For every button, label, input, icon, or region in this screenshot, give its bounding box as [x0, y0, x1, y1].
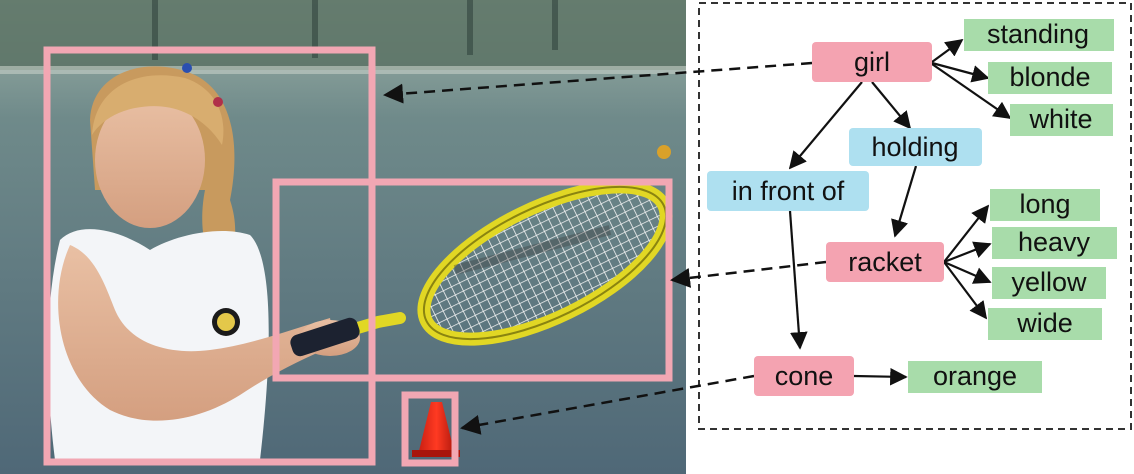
grounding-arrow-racket [670, 260, 827, 288]
node-orange: orange [908, 361, 1042, 393]
edge-racket-wide [943, 261, 988, 320]
court-line [0, 66, 686, 74]
edge-holding-racket [891, 165, 918, 238]
node-standing-label: standing [987, 19, 1089, 49]
node-in-front-of-label: in front of [732, 176, 845, 206]
node-yellow-label: yellow [1011, 267, 1087, 297]
node-girl-label: girl [854, 47, 890, 77]
graph-edges [788, 38, 1012, 386]
edge-cone-orange [853, 367, 908, 386]
racket-figure [290, 180, 673, 357]
node-racket-label: racket [848, 247, 922, 277]
cone-figure [412, 402, 460, 457]
node-cone: cone [754, 356, 854, 396]
cone-bounding-box [401, 391, 459, 467]
node-blonde-label: blonde [1009, 62, 1090, 92]
grounding-arrows [383, 61, 827, 435]
node-long: long [990, 189, 1100, 221]
scene-graph-panel: girl racket cone holding in front of sta… [383, 2, 1132, 435]
node-racket: racket [826, 242, 944, 282]
edge-racket-long [943, 204, 990, 263]
edge-racket-heavy [943, 241, 992, 264]
node-holding-label: holding [871, 132, 958, 162]
node-cone-label: cone [775, 361, 834, 391]
edge-girl-blonde [931, 61, 990, 83]
node-holding: holding [849, 128, 982, 166]
node-wide: wide [988, 308, 1102, 340]
node-heavy: heavy [992, 227, 1117, 259]
node-white: white [1010, 104, 1113, 136]
node-orange-label: orange [933, 361, 1017, 391]
edge-girl-in-front-of [788, 81, 863, 170]
node-yellow: yellow [992, 267, 1106, 299]
node-long-label: long [1019, 189, 1070, 219]
edge-girl-white [931, 63, 1012, 120]
photo-panel [0, 0, 686, 474]
fence-background [0, 0, 686, 70]
tennis-ball [657, 145, 671, 159]
node-white-label: white [1028, 104, 1092, 134]
node-girl: girl [812, 42, 932, 82]
edge-girl-holding [871, 81, 912, 130]
node-heavy-label: heavy [1018, 227, 1091, 257]
girl-bounding-box [43, 46, 376, 466]
edge-in-front-of-cone [788, 210, 808, 350]
node-in-front-of: in front of [707, 171, 869, 211]
node-standing: standing [964, 19, 1114, 51]
node-wide-label: wide [1016, 308, 1073, 338]
node-blonde: blonde [988, 62, 1112, 94]
grounding-arrow-cone [460, 374, 755, 435]
racket-bounding-box [272, 178, 673, 382]
edge-girl-standing [931, 38, 964, 63]
graph-panel-border [698, 2, 1132, 430]
edge-racket-yellow [943, 260, 992, 284]
